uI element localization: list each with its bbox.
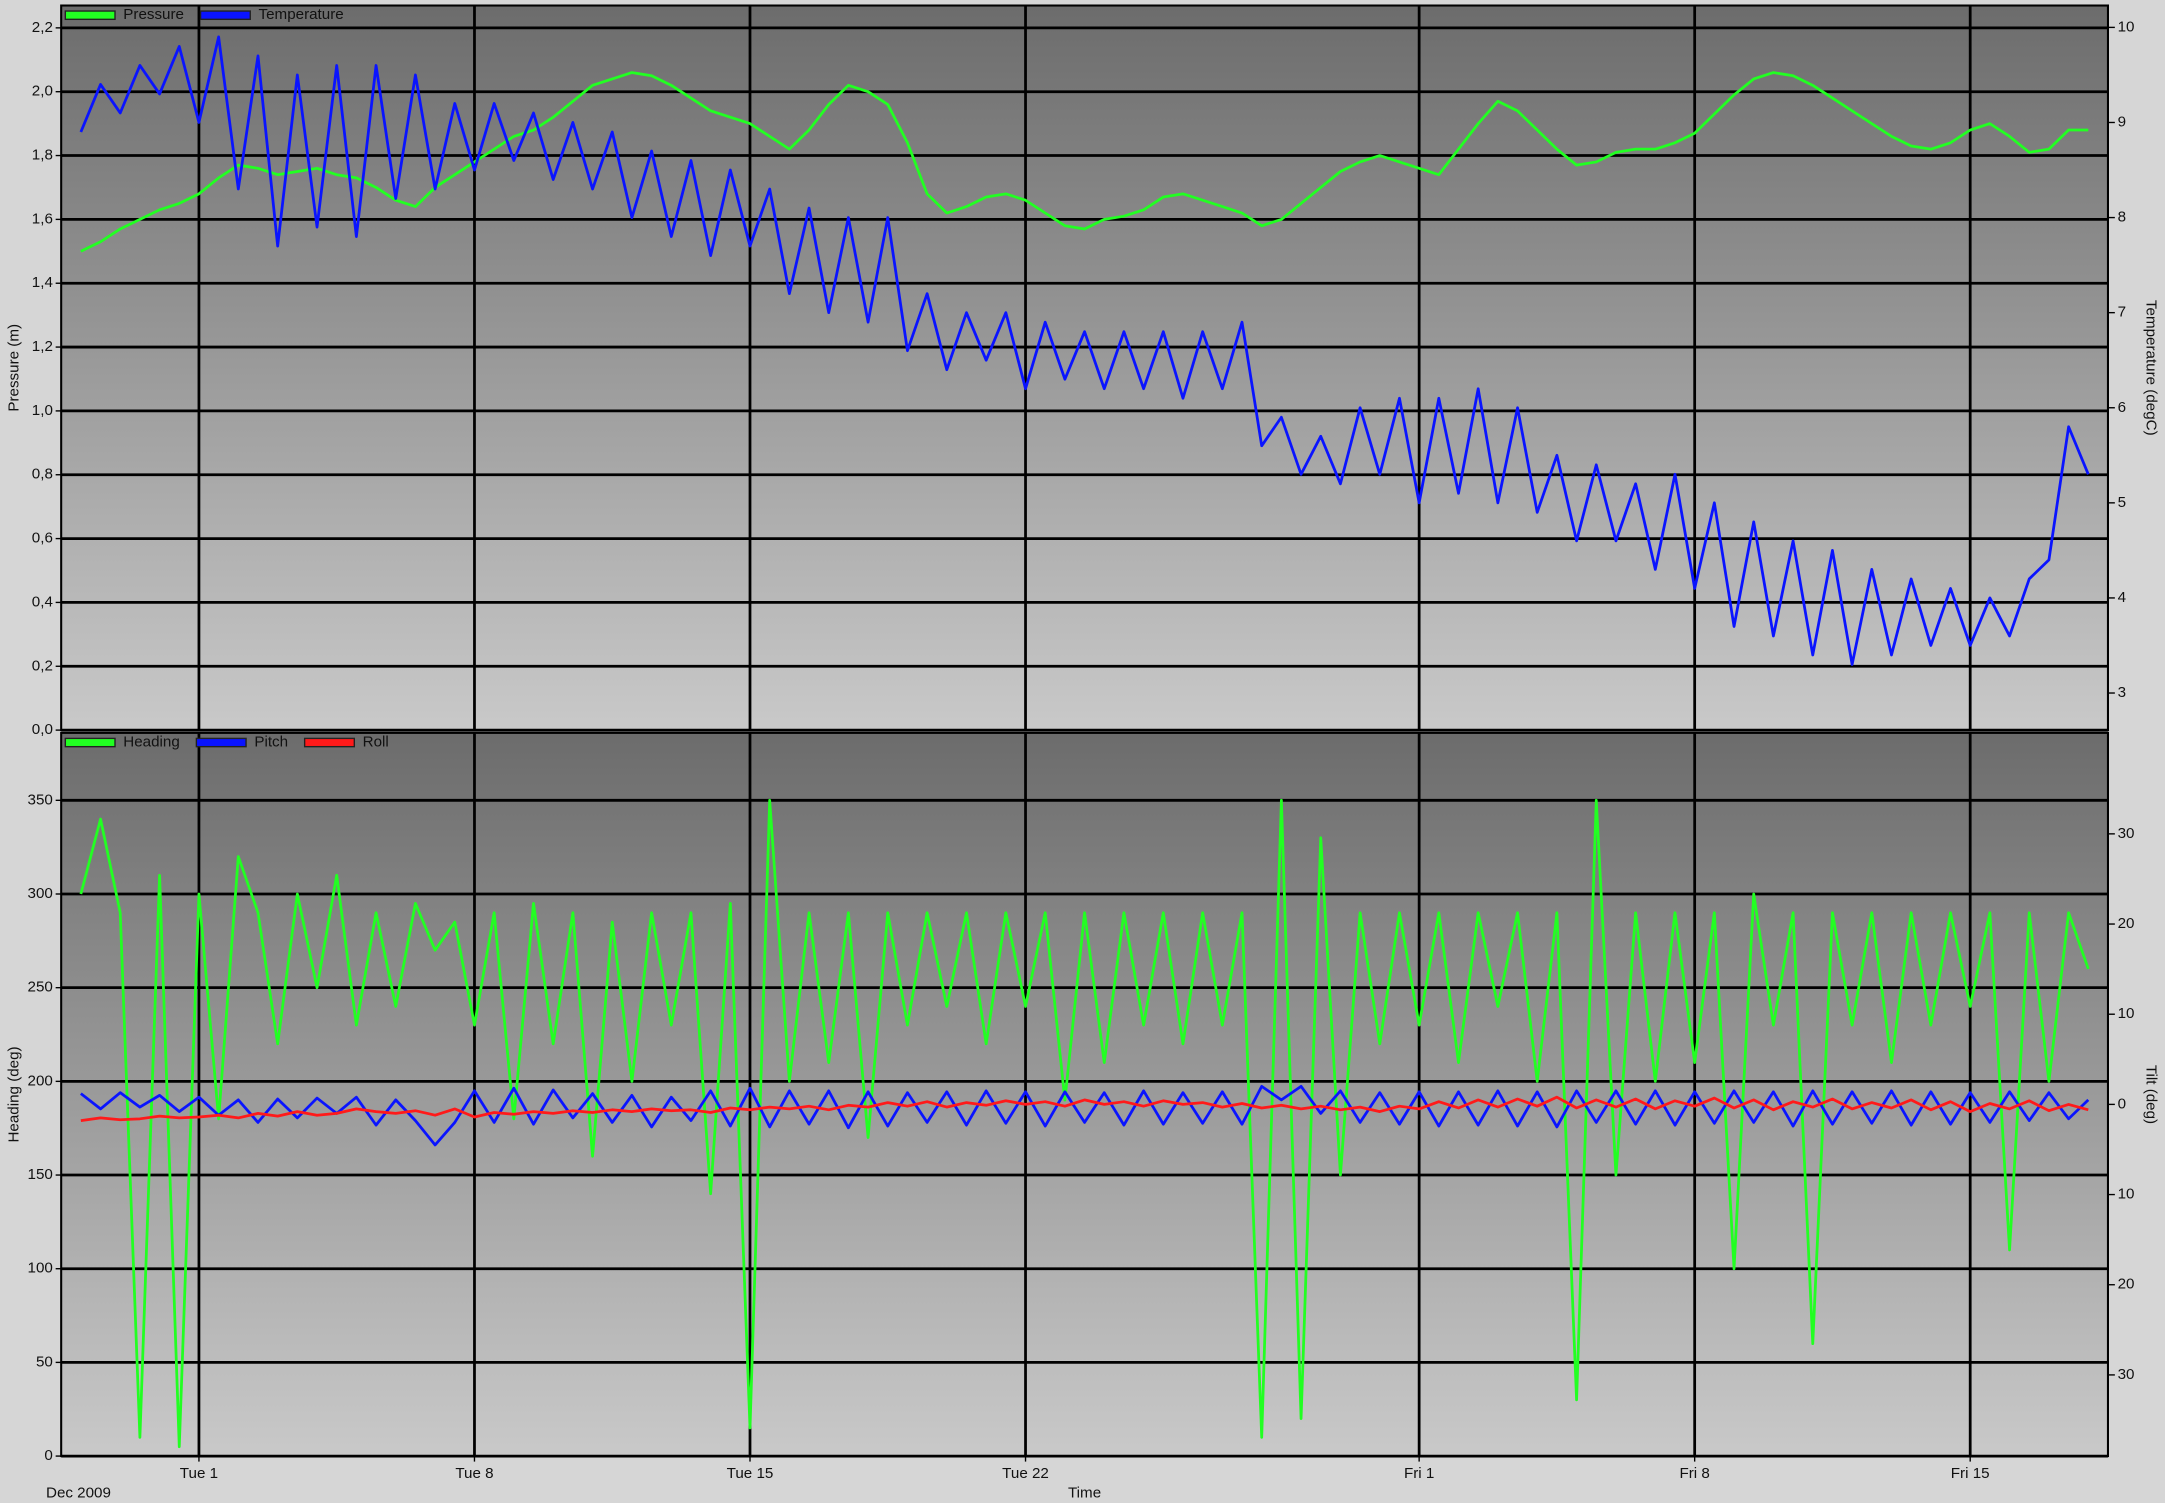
y-tick-label: 1,2 [32,338,53,355]
y2-tick-label: 10 [2118,1186,2135,1203]
y2-tick-label: 9 [2118,113,2126,130]
x-tick-label: Tue 1 [180,1465,218,1482]
legend-swatch [199,10,251,21]
y-tick-label: 0 [44,1447,52,1464]
y2-tick-label: 10 [2118,1005,2135,1022]
y-tick-label: 50 [36,1353,53,1370]
date-caption: Dec 2009 [46,1484,111,1501]
y-tick-label: 0,0 [32,721,53,738]
y2-tick-label: 5 [2118,494,2126,511]
y2-tick-label: 30 [2118,825,2135,842]
y2-tick-label: 20 [2118,1276,2135,1293]
legend-label: Heading [123,734,180,751]
y-tick-label: 350 [28,791,53,808]
y-tick-label: 2,2 [32,19,53,36]
x-tick-label: Fri 15 [1951,1465,1990,1482]
y-tick-label: 1,4 [32,274,53,291]
y-tick-label: 150 [28,1166,53,1183]
plot-background [61,5,2108,731]
legend-swatch [64,10,116,21]
y-tick-label: 0,6 [32,530,53,547]
legend-label: Pressure [123,6,184,23]
y2-tick-label: 0 [2118,1095,2126,1112]
y2-tick-label: 3 [2118,684,2126,701]
x-axis-label: Time [1068,1484,1101,1501]
y-tick-label: 300 [28,885,53,902]
y2-tick-label: 7 [2118,304,2126,321]
legend-swatch [64,737,116,748]
series-line [80,1095,2089,1122]
y-tick-label: 2,0 [32,83,53,100]
y2-axis-label: Temperature (degC) [2143,300,2160,436]
y-tick-label: 100 [28,1260,53,1277]
y-tick-label: 0,4 [32,593,53,610]
y2-axis-label: Tilt (deg) [2143,1065,2160,1124]
y2-tick-label: 6 [2118,399,2126,416]
y-tick-label: 1,8 [32,147,53,164]
legend-label: Roll [363,734,389,751]
y-tick-label: 1,6 [32,210,53,227]
legend-swatch [195,737,247,748]
series-line [79,798,2090,1449]
y-tick-label: 0,2 [32,657,53,674]
x-tick-label: Fri 1 [1404,1465,1434,1482]
y-axis-label: Pressure (m) [5,324,22,412]
series-line [80,1084,2090,1147]
series-line [79,35,2090,666]
y2-tick-label: 4 [2118,589,2126,606]
y-tick-label: 200 [28,1072,53,1089]
plot-lines [79,35,2090,666]
series-line [80,71,2089,253]
legend-swatch [303,737,356,748]
y-tick-label: 250 [28,979,53,996]
x-tick-label: Tue 15 [727,1465,774,1482]
x-tick-label: Fri 8 [1679,1465,1709,1482]
plot-background [61,732,2108,1457]
legend-label: Pitch [254,734,288,751]
legend-label: Temperature [259,6,344,23]
plot-frame [60,731,2109,1458]
y2-tick-label: 10 [2118,18,2135,35]
y2-tick-label: 20 [2118,915,2135,932]
y-tick-label: 1,0 [32,402,53,419]
x-tick-label: Tue 22 [1002,1465,1049,1482]
y-axis-label: Heading (deg) [5,1046,22,1142]
y-tick-label: 0,8 [32,466,53,483]
plot-lines [79,798,2090,1449]
x-tick-label: Tue 8 [455,1465,493,1482]
y2-tick-label: 8 [2118,209,2126,226]
y2-tick-label: 30 [2118,1366,2135,1383]
plot-frame [60,4,2109,732]
